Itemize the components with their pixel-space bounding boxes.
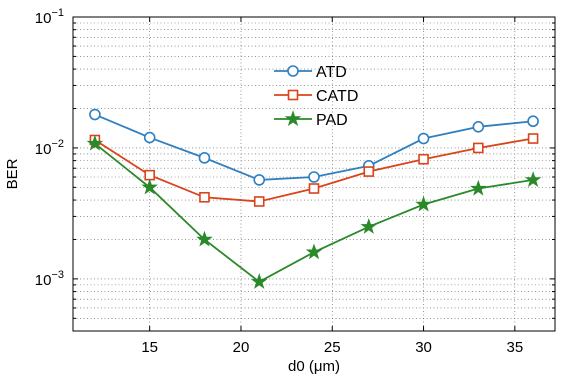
- legend-label-atd: ATD: [316, 64, 347, 81]
- data-point-catd: [144, 169, 155, 181]
- data-point-pad: [250, 273, 268, 289]
- legend-marker-pad: [284, 110, 302, 127]
- y-tick-label: 10−1: [35, 7, 64, 27]
- legend-marker-catd: [287, 89, 299, 101]
- data-point-catd: [308, 183, 320, 194]
- series-pad: [86, 134, 542, 289]
- data-point-pad: [360, 218, 378, 234]
- data-point-catd: [253, 196, 265, 207]
- x-tick-label: 15: [141, 339, 158, 356]
- data-point-atd: [472, 121, 485, 133]
- data-point-catd: [418, 153, 429, 165]
- y-tick-label: 10−3: [35, 269, 64, 289]
- data-point-atd: [308, 171, 320, 183]
- data-point-catd: [363, 166, 375, 177]
- data-point-catd: [473, 142, 484, 154]
- x-axis-label: d0 (μm): [288, 358, 340, 375]
- legend-marker-atd: [287, 65, 299, 77]
- legend-item-pad: PAD: [274, 110, 348, 129]
- legend-item-catd: CATD: [274, 88, 358, 105]
- data-point-pad: [415, 195, 432, 212]
- data-point-catd: [527, 133, 539, 144]
- y-tick-label: 10−2: [35, 138, 64, 158]
- data-point-atd: [527, 115, 539, 128]
- y-axis-label: BER: [4, 158, 21, 189]
- legend-item-atd: ATD: [274, 64, 347, 81]
- data-point-pad: [305, 243, 323, 260]
- data-point-pad: [86, 134, 104, 151]
- data-point-pad: [141, 178, 158, 195]
- data-point-pad: [196, 230, 213, 247]
- data-point-pad: [470, 179, 487, 196]
- data-point-pad: [524, 171, 542, 187]
- legend-label-pad: PAD: [316, 112, 348, 129]
- series-line-pad: [94, 142, 534, 283]
- axis-ticks: 15 20 25 30 35 10−1 10−2 10−3: [35, 7, 555, 356]
- x-tick-label: 25: [324, 339, 341, 356]
- x-tick-label: 35: [506, 339, 523, 356]
- series-atd: [89, 108, 539, 186]
- x-tick-label: 30: [415, 339, 432, 356]
- legend-label-catd: CATD: [316, 88, 358, 105]
- data-point-atd: [253, 174, 266, 186]
- x-tick-label: 20: [233, 339, 250, 356]
- data-point-atd: [198, 152, 211, 164]
- data-point-atd: [143, 131, 156, 144]
- plot-frame: [72, 16, 556, 332]
- legend: ATD CATD PAD: [274, 64, 358, 129]
- data-point-catd: [199, 191, 210, 203]
- data-point-atd: [89, 108, 101, 121]
- data-point-atd: [417, 132, 430, 145]
- series-line-atd: [94, 113, 534, 181]
- series-layer: [86, 108, 542, 289]
